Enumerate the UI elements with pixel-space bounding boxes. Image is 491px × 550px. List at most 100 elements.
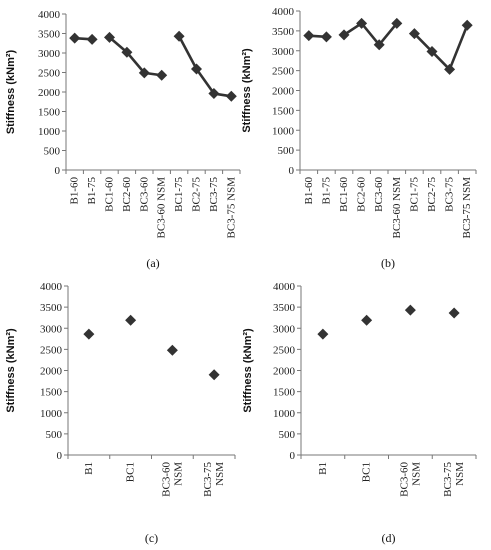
y-axis-label: Stiffness (kNm²) [242, 328, 254, 413]
y-tick-label: 3000 [273, 323, 296, 335]
y-tick-label: 0 [57, 450, 63, 462]
data-point [461, 19, 473, 31]
x-tick-label: BC3-75 NSM [461, 177, 473, 239]
x-tick-label: B1-60 [69, 177, 81, 205]
data-point [191, 63, 202, 75]
y-tick-label: 1000 [273, 408, 296, 420]
y-tick-label: 4000 [40, 281, 63, 293]
panel-caption: (c) [145, 531, 158, 545]
data-point [338, 29, 350, 41]
x-tick-label: B1 [83, 462, 95, 475]
data-point [391, 17, 403, 29]
x-tick-label: B1 [317, 462, 329, 475]
data-point [208, 88, 220, 100]
panel-c: 0 500 1000 1500 2000 2500 3000 3500 4000 B1 BC1 BC3… [5, 281, 236, 545]
data-point [303, 30, 315, 42]
y-tick-label: 2000 [272, 86, 295, 98]
x-tick-label: BC2-60 [356, 177, 368, 212]
series-line [343, 22, 398, 47]
data-point [444, 63, 456, 75]
y-tick-label: 3500 [273, 302, 296, 314]
data-point [320, 31, 332, 43]
y-tick-label: 3000 [272, 46, 295, 58]
y-tick-label: 500 [278, 145, 295, 157]
y-tick-label: 500 [44, 146, 61, 158]
y-tick-label: 4000 [272, 6, 295, 18]
y-tick-label: 500 [279, 429, 296, 441]
data-point [404, 304, 416, 316]
y-tick-label: 1000 [272, 125, 295, 137]
y-tick-label: 1500 [38, 107, 61, 119]
y-tick-label: 3000 [40, 323, 63, 335]
x-tick-label: BC2-60 [121, 177, 133, 212]
data-point [69, 32, 81, 44]
series-line [177, 35, 232, 98]
series-line [108, 36, 162, 77]
data-point [448, 307, 460, 319]
data-point [317, 328, 329, 340]
y-tick-label: 1500 [273, 387, 296, 399]
y-tick-label: 4000 [273, 281, 296, 293]
y-tick-label: 4000 [38, 9, 61, 21]
y-tick-label: 3000 [38, 48, 61, 60]
panel-a: 0 500 1000 1500 2000 2500 3000 3500 4000 B1-60 B1-… [5, 9, 241, 270]
data-point [356, 17, 368, 29]
data-point [208, 369, 220, 381]
data-point [373, 39, 385, 51]
x-tick-label: B1-75 [86, 177, 98, 205]
x-tick-label: BC1-75 [173, 177, 185, 212]
x-tick-label: BC1 [125, 462, 137, 482]
y-tick-label: 2500 [40, 344, 63, 356]
data-point [408, 28, 420, 40]
x-tick-label: BC3-60NSM [160, 462, 184, 497]
x-tick-label: BC1-60 [338, 177, 350, 212]
x-tick-label: BC3-60 [138, 177, 150, 212]
y-tick-label: 2000 [40, 366, 63, 378]
x-tick-label: BC2-75 [426, 177, 438, 212]
x-tick-label: BC1-60 [104, 177, 116, 212]
y-tick-label: 3500 [38, 29, 61, 41]
y-tick-label: 2500 [272, 66, 295, 78]
y-tick-label: 3500 [40, 302, 63, 314]
data-point [361, 314, 373, 326]
x-tick-label: BC3-60NSM [398, 462, 422, 497]
data-point [138, 67, 150, 79]
y-tick-label: 0 [290, 450, 296, 462]
data-point [166, 344, 178, 356]
x-tick-label: BC3-60 NSM [391, 177, 403, 239]
y-tick-label: 1000 [40, 408, 63, 420]
y-tick-label: 1500 [40, 387, 63, 399]
x-tick-label: BC1 [361, 462, 373, 482]
panel-caption: (d) [382, 531, 396, 545]
x-tick-label: BC3-75 [208, 177, 220, 212]
x-tick-label: BC3-75NSM [202, 462, 226, 497]
panel-d: 0 500 1000 1500 2000 2500 3000 3500 4000 B1 BC1 BC3… [242, 281, 477, 545]
y-tick-label: 500 [46, 429, 63, 441]
y-axis-label: Stiffness (kNm²) [241, 48, 253, 133]
x-tick-label: BC2-75 [191, 177, 203, 212]
panel-caption: (a) [146, 256, 159, 270]
x-tick-label: BC3-60 NSM [156, 177, 168, 239]
data-point [121, 46, 133, 58]
data-point [104, 31, 115, 43]
x-tick-label: BC1-75 [408, 177, 420, 212]
y-tick-label: 2500 [273, 344, 296, 356]
data-point [86, 33, 98, 45]
x-tick-label: BC3-75 NSM [225, 177, 237, 239]
y-tick-label: 2000 [38, 87, 61, 99]
y-tick-label: 1500 [272, 105, 295, 117]
y-tick-label: 2500 [38, 68, 61, 80]
panel-b: 0 500 1000 1500 2000 2500 3000 3500 4000 B1-60 B1-… [241, 6, 477, 270]
data-point [83, 328, 95, 340]
y-tick-label: 1000 [38, 126, 61, 138]
data-point [125, 314, 137, 326]
panel-caption: (b) [381, 256, 395, 270]
x-tick-label: BC3-75 [444, 177, 456, 212]
series-line [413, 24, 469, 71]
x-tick-label: B1-60 [303, 177, 315, 205]
y-tick-label: 3500 [272, 26, 295, 38]
x-tick-label: BC3-75NSM [442, 462, 466, 497]
data-point [156, 69, 168, 81]
y-axis-label: Stiffness (kNm²) [5, 49, 17, 134]
